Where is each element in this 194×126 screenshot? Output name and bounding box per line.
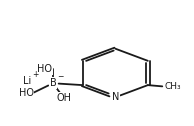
- Text: −: −: [57, 72, 63, 81]
- Text: B: B: [49, 78, 56, 88]
- Text: N: N: [112, 92, 119, 102]
- Text: OH: OH: [56, 93, 71, 103]
- Text: Li: Li: [23, 76, 31, 86]
- Text: HO: HO: [37, 64, 52, 74]
- Text: HO: HO: [19, 88, 34, 98]
- Text: +: +: [32, 70, 39, 79]
- Text: CH₃: CH₃: [164, 82, 181, 91]
